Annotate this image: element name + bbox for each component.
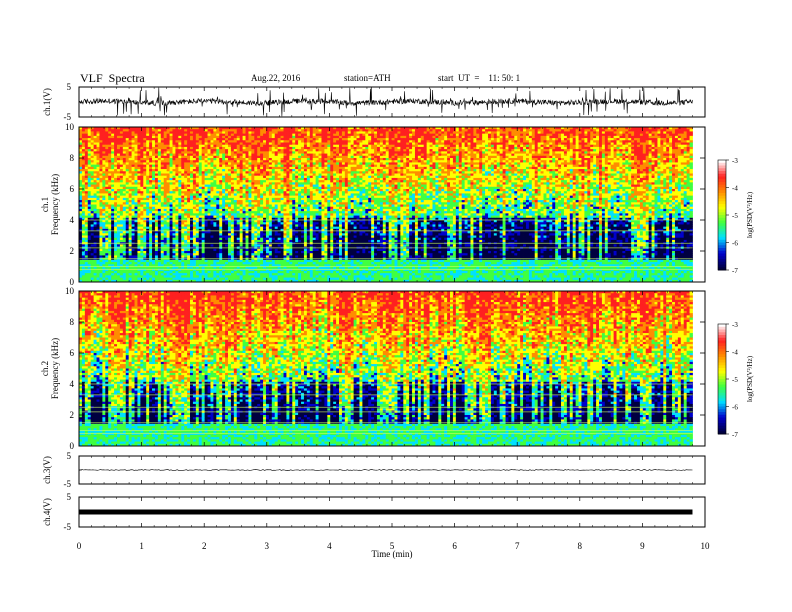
panel-3-colorbar-tick-label: -5 <box>732 376 738 384</box>
panel-2-colorbar-label: log(PSD(V²/Hz) <box>746 191 754 238</box>
xtick-label: 0 <box>77 541 82 551</box>
panel-1-ytick-label: -5 <box>64 112 72 122</box>
panel-2-ytick-label: 6 <box>70 184 75 194</box>
panel-5-ytick-label: 5 <box>67 492 72 502</box>
panel-3-colorbar-tick-label: -4 <box>732 349 738 357</box>
panel-2-colorbar-tick-label: -6 <box>732 240 738 248</box>
panel-3-ylabel-channel: ch.2 <box>40 361 50 376</box>
xtick-label: 2 <box>202 541 207 551</box>
panel-3-colorbar-tick-label: -6 <box>732 404 738 412</box>
panel-4-ytick-label: -5 <box>64 479 72 489</box>
xtick-label: 3 <box>265 541 270 551</box>
xtick-label: 7 <box>515 541 520 551</box>
panel-3-ytick-label: 10 <box>65 286 75 296</box>
panel-1-ytick-label: 5 <box>67 82 72 92</box>
panel-2-ytick-label: 4 <box>70 215 75 225</box>
panel-2-ytick-label: 2 <box>70 246 75 256</box>
panel-3-ytick-label: 0 <box>70 441 75 451</box>
panel-3-ytick-label: 8 <box>70 317 75 327</box>
panel-2-ylabel-channel: ch.1 <box>40 197 50 212</box>
vlf-spectra-figure: VLF Spectra Aug.22, 2016 station=ATH sta… <box>0 0 792 612</box>
xtick-label: 6 <box>452 541 457 551</box>
panel-3-ytick-label: 2 <box>70 410 75 420</box>
panel-2-colorbar-tick-label: -3 <box>732 157 738 165</box>
panel-4-ytick-label: 5 <box>67 451 72 461</box>
panel-5-ylabel: ch.4(V) <box>42 498 52 526</box>
panel-1-ylabel: ch.1(V) <box>42 88 52 116</box>
xtick-label: 10 <box>701 541 711 551</box>
panel-2-ylabel-frequency: Frequency (kHz) <box>50 174 60 235</box>
panel-3-ytick-label: 6 <box>70 348 75 358</box>
panel-2-ytick-label: 8 <box>70 153 75 163</box>
panel-5-ytick-label: -5 <box>64 522 72 532</box>
panel-3-ytick-label: 4 <box>70 379 75 389</box>
panel-2-colorbar-tick-label: -7 <box>732 267 738 275</box>
chart-area: 5-5ch.1(V)0246810ch.1 Frequency (kHz)-3-4… <box>0 0 792 612</box>
xtick-label: 9 <box>640 541 645 551</box>
xtick-label: 8 <box>578 541 583 551</box>
panel-4-ylabel: ch.3(V) <box>42 456 52 484</box>
panel-2-colorbar-tick-label: -5 <box>732 212 738 220</box>
xtick-label: 1 <box>139 541 144 551</box>
panel-3-colorbar-label: log(PSD(V²/Hz) <box>746 355 754 402</box>
x-axis-label: Time (min) <box>372 549 413 559</box>
panel-3-ylabel-frequency: Frequency (kHz) <box>50 338 60 399</box>
panel-2-ytick-label: 10 <box>65 122 75 132</box>
panel-3-colorbar-tick-label: -3 <box>732 321 738 329</box>
xtick-label: 4 <box>327 541 332 551</box>
panel-2-colorbar-tick-label: -4 <box>732 185 738 193</box>
panel-3-colorbar-tick-label: -7 <box>732 431 738 439</box>
